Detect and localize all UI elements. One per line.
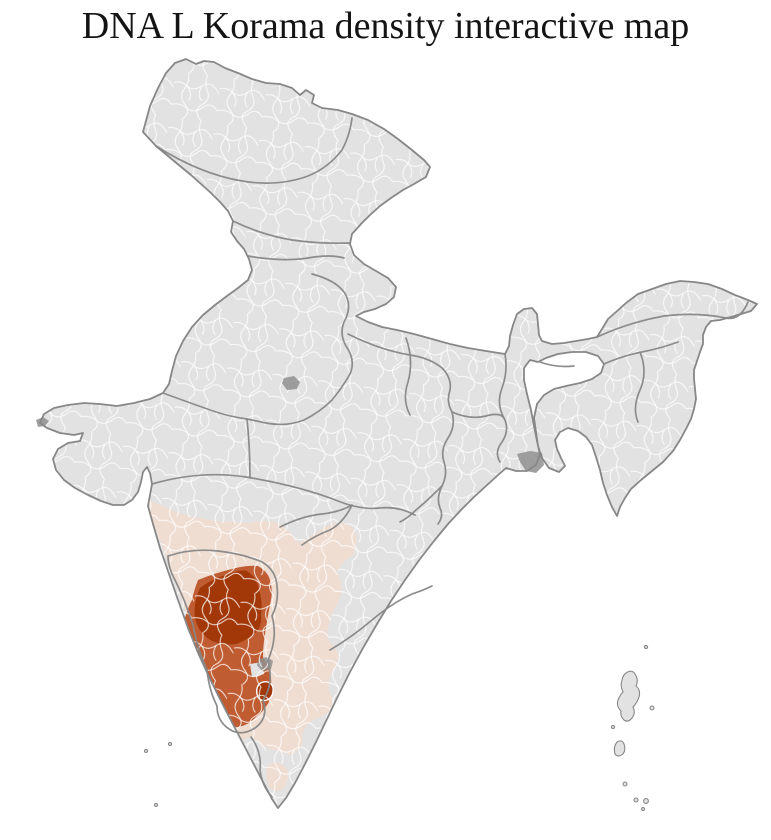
island [167,741,173,747]
island [616,670,641,722]
sundarbans-delta [517,451,544,473]
border-tangle [282,376,300,390]
state-borders [151,117,749,798]
island [633,797,639,803]
island [613,740,626,757]
rann-marsh [36,417,49,427]
terrain-features [36,376,544,473]
island [622,781,628,787]
island [143,748,149,754]
island [640,806,646,812]
island [643,644,649,650]
island [153,802,159,808]
andaman-nicobar-islands[interactable] [610,644,655,812]
lakshadweep-islands[interactable] [143,741,173,808]
island [643,798,649,804]
island [649,705,655,711]
island [610,724,616,730]
